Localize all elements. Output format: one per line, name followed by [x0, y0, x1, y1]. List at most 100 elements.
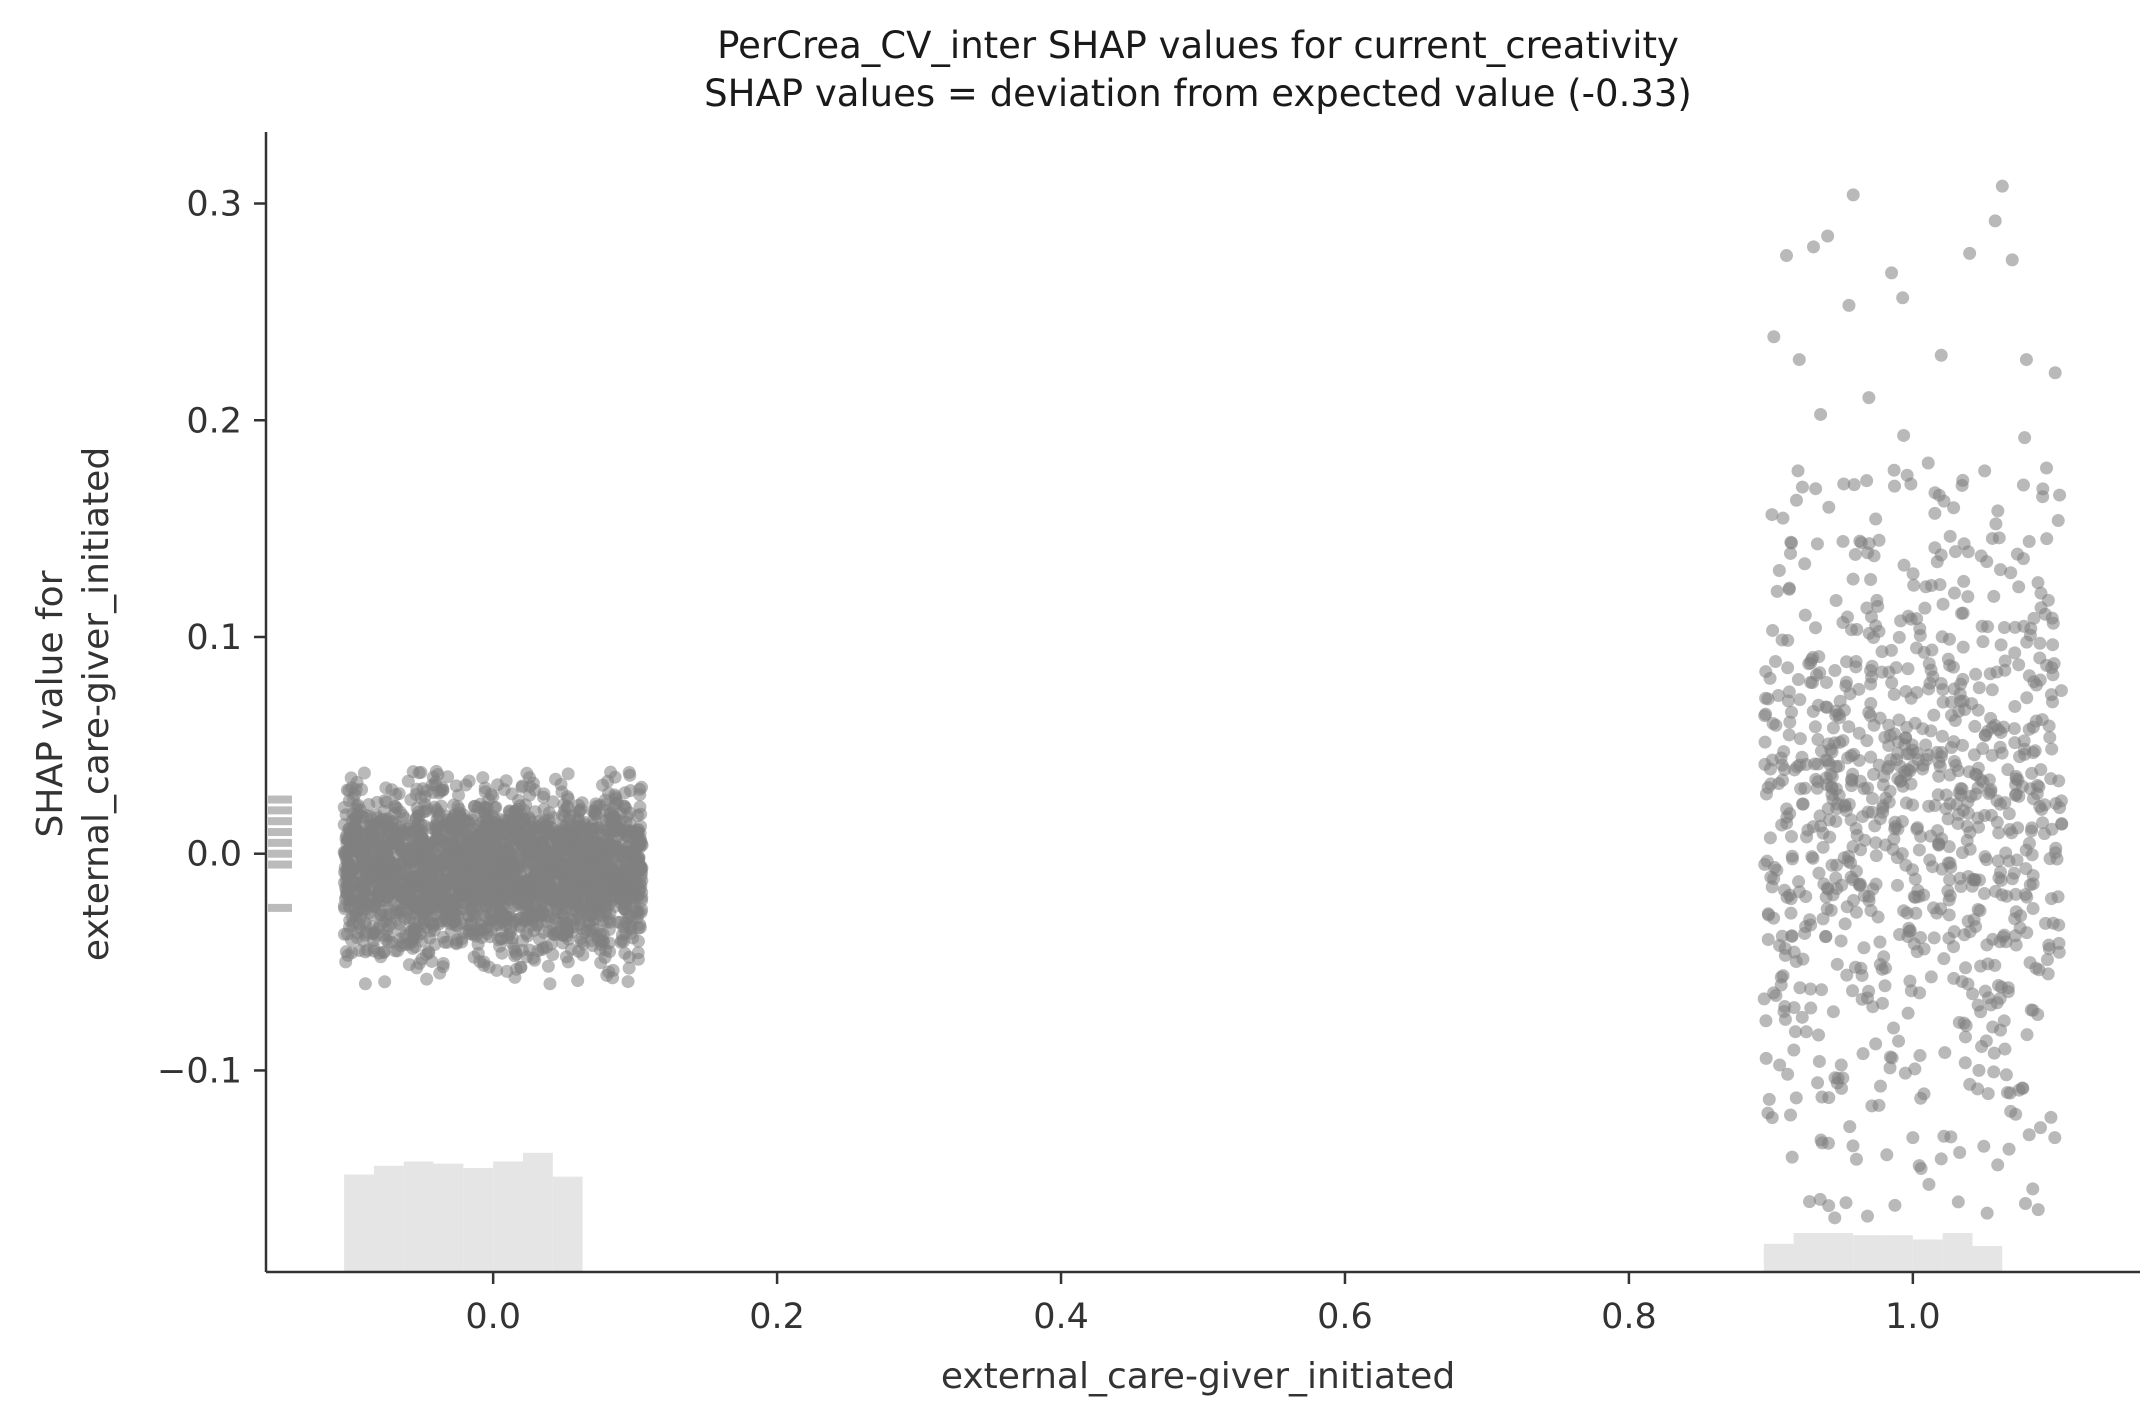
y-tick-label: −0.1	[157, 1051, 242, 1091]
scatter-point	[1771, 688, 1785, 702]
scatter-point	[1806, 240, 1820, 254]
scatter-point	[1862, 391, 1876, 405]
scatter-point	[358, 977, 372, 991]
scatter-point	[1759, 707, 1773, 721]
scatter-point	[1834, 1058, 1848, 1072]
scatter-point	[558, 881, 572, 895]
scatter-point	[2018, 747, 2032, 761]
scatter-point	[1951, 1195, 1965, 1209]
histogram-bar	[344, 1174, 374, 1272]
scatter-point	[1890, 878, 1904, 892]
scatter-point	[1972, 1063, 1986, 1077]
scatter-point	[1978, 850, 1992, 864]
scatter-point	[1825, 745, 1839, 759]
scatter-point	[536, 941, 550, 955]
scatter-point	[462, 818, 476, 832]
scatter-point	[2034, 1121, 2048, 1135]
scatter-point	[585, 819, 599, 833]
histogram-bar	[463, 1167, 494, 1272]
scatter-point	[1784, 830, 1798, 844]
scatter-point	[1918, 601, 1932, 615]
scatter-point	[1787, 1001, 1801, 1015]
scatter-point	[1860, 474, 1874, 488]
scatter-point	[1803, 913, 1817, 927]
scatter-point	[1943, 797, 1957, 811]
scatter-point	[1865, 659, 1879, 673]
scatter-point	[2028, 744, 2042, 758]
scatter-point	[2040, 953, 2054, 967]
scatter-point	[1896, 291, 1910, 305]
scatter-point	[1809, 482, 1823, 496]
scatter-point	[1941, 884, 1955, 898]
scatter-point	[1763, 671, 1777, 685]
scatter-point	[1781, 661, 1795, 675]
scatter-point	[343, 863, 357, 877]
scatter-point	[2027, 611, 2041, 625]
scatter-point	[506, 881, 520, 895]
scatter-point	[1906, 798, 1920, 812]
scatter-point	[379, 933, 393, 947]
scatter-point	[338, 902, 352, 916]
scatter-point	[478, 785, 492, 799]
scatter-point	[1789, 493, 1803, 507]
scatter-point	[444, 859, 458, 873]
scatter-point	[362, 861, 376, 875]
scatter-point	[2012, 580, 2026, 594]
scatter-point	[602, 922, 616, 936]
scatter-point	[1887, 463, 1901, 477]
scatter-point	[2031, 576, 2045, 590]
scatter-point	[378, 975, 392, 989]
scatter-point	[1842, 298, 1856, 312]
scatter-point	[428, 778, 442, 792]
scatter-point	[528, 783, 542, 797]
scatter-point	[1897, 428, 1911, 442]
scatter-point	[1997, 621, 2011, 635]
scatter-point	[1826, 721, 1840, 735]
scatter-point	[354, 849, 368, 863]
scatter-point	[1836, 534, 1850, 548]
scatter-point	[1847, 478, 1861, 492]
scatter-point	[1934, 677, 1948, 691]
scatter-point	[1970, 768, 1984, 782]
scatter-point	[1855, 968, 1869, 982]
scatter-point	[360, 943, 374, 957]
chart-subtitle: SHAP values = deviation from expected va…	[704, 72, 1692, 115]
scatter-point	[2022, 1128, 2036, 1142]
scatter-point	[627, 863, 641, 877]
scatter-point	[1846, 984, 1860, 998]
scatter-point	[2047, 657, 2061, 671]
scatter-point	[1963, 246, 1977, 260]
scatter-point	[1930, 906, 1944, 920]
scatter-point	[1921, 748, 1935, 762]
scatter-point	[410, 921, 424, 935]
scatter-point	[433, 870, 447, 884]
scatter-point	[1867, 767, 1881, 781]
scatter-point	[1772, 776, 1786, 790]
scatter-point	[613, 892, 627, 906]
scatter-point	[1844, 749, 1858, 763]
scatter-point	[431, 830, 445, 844]
scatter-point	[1955, 606, 1969, 620]
scatter-point	[1913, 629, 1927, 643]
scatter-point	[1908, 872, 1922, 886]
scatter-point	[1901, 1006, 1915, 1020]
scatter-point	[2051, 890, 2065, 904]
scatter-point	[368, 837, 382, 851]
scatter-point	[1993, 797, 2007, 811]
scatter-point	[399, 868, 413, 882]
scatter-point	[355, 831, 369, 845]
scatter-point	[598, 887, 612, 901]
scatter-point	[341, 948, 355, 962]
scatter-point	[380, 815, 394, 829]
scatter-point	[1869, 619, 1883, 633]
scatter-point	[1811, 733, 1825, 747]
scatter-point	[1872, 1098, 1886, 1112]
scatter-point	[2008, 620, 2022, 634]
scatter-point	[1943, 873, 1957, 887]
scatter-point	[2038, 798, 2052, 812]
scatter-point	[1789, 954, 1803, 968]
scatter-point	[1765, 508, 1779, 522]
scatter-point	[1944, 695, 1958, 709]
scatter-point	[1912, 890, 1926, 904]
scatter-point	[1839, 1196, 1853, 1210]
